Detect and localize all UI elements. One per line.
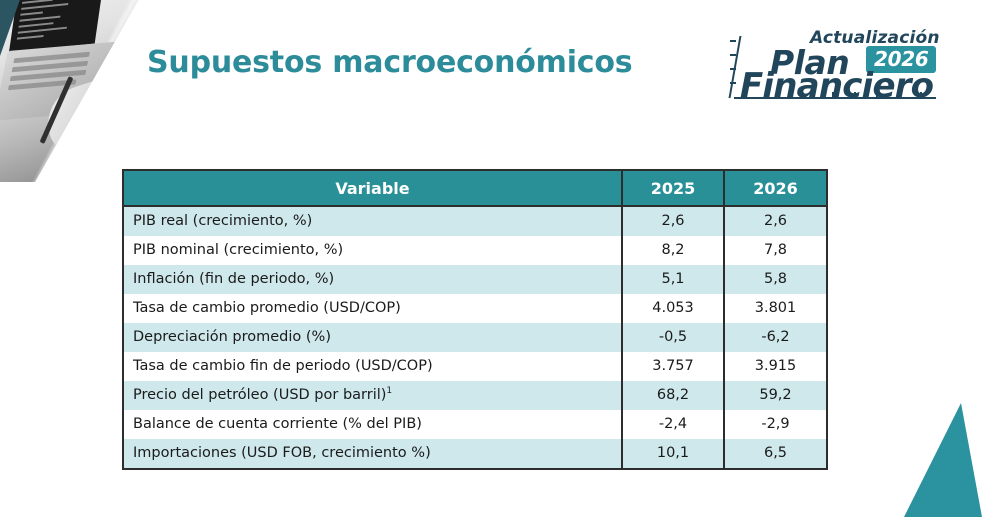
page-title: Supuestos macroeconómicos: [147, 45, 633, 80]
logo-badge-year: 2026: [866, 46, 937, 73]
cell-value-2026: 59,2: [723, 381, 827, 410]
cell-value-2025: 68,2: [621, 381, 724, 410]
cell-value-2026: 5,8: [723, 265, 827, 294]
cell-value-2026: 3.915: [723, 352, 827, 381]
cell-value-2025: 2,6: [621, 206, 724, 236]
cell-value-2025: 8,2: [621, 236, 724, 265]
logo-axis-ticks-icon: [734, 92, 936, 104]
table-row: Tasa de cambio promedio (USD/COP) 4.053 3.…: [123, 294, 827, 323]
column-header-2025: 2025: [621, 170, 724, 207]
corner-photo-decoration: [0, 0, 150, 182]
cell-value-2025: 10,1: [621, 439, 724, 469]
cell-value-2026: -2,9: [723, 410, 827, 439]
laptop-hands-photo: [0, 0, 142, 182]
column-header-2026: 2026: [723, 170, 827, 207]
cell-variable: Tasa de cambio fin de periodo (USD/COP): [123, 352, 622, 381]
logo-text-plan: Plan: [770, 43, 850, 82]
table-header: Variable 2025 2026: [123, 170, 827, 207]
table-header-row: Variable 2025 2026: [123, 170, 827, 207]
cell-value-2026: 7,8: [723, 236, 827, 265]
logo-axis-vticks-icon: [730, 36, 742, 98]
paper-graphic: [61, 112, 142, 176]
logo-axis-horizontal-icon: [734, 97, 936, 99]
table-row: Importaciones (USD FOB, crecimiento %) 10…: [123, 439, 827, 469]
table-row: Precio del petróleo (USD por barril)1 68,…: [123, 381, 827, 410]
table-row: Inflación (fin de periodo, %) 5,1 5,8: [123, 265, 827, 294]
column-header-variable: Variable: [123, 170, 622, 207]
cell-variable: Balance de cuenta corriente (% del PIB): [123, 410, 622, 439]
cell-variable: Tasa de cambio promedio (USD/COP): [123, 294, 622, 323]
corner-triangle-decoration: [904, 403, 982, 517]
plan-financiero-logo: Actualización Plan 2026 Financiero: [726, 26, 944, 110]
cell-value-2026: 2,6: [723, 206, 827, 236]
cell-variable: PIB real (crecimiento, %): [123, 206, 622, 236]
cell-variable: Precio del petróleo (USD por barril)1: [123, 381, 622, 410]
cell-variable: Importaciones (USD FOB, crecimiento %): [123, 439, 622, 469]
table-body: PIB real (crecimiento, %) 2,6 2,6 PIB nomin…: [123, 206, 827, 469]
cell-value-2026: 6,5: [723, 439, 827, 469]
cell-value-2025: -2,4: [621, 410, 724, 439]
logo-text-actualizacion: Actualización: [810, 28, 940, 48]
table-row: PIB real (crecimiento, %) 2,6 2,6: [123, 206, 827, 236]
cell-value-2026: -6,2: [723, 323, 827, 352]
table-row: Tasa de cambio fin de periodo (USD/COP) 3…: [123, 352, 827, 381]
table-row: Balance de cuenta corriente (% del PIB) -…: [123, 410, 827, 439]
cell-value-2025: 5,1: [621, 265, 724, 294]
cell-variable: Inflación (fin de periodo, %): [123, 265, 622, 294]
cell-value-2026: 3.801: [723, 294, 827, 323]
footnote-marker: 1: [386, 386, 393, 397]
cell-value-2025: 4.053: [621, 294, 724, 323]
table-row: Depreciación promedio (%) -0,5 -6,2: [123, 323, 827, 352]
table-row: PIB nominal (crecimiento, %) 8,2 7,8: [123, 236, 827, 265]
cell-value-2025: 3.757: [621, 352, 724, 381]
macro-assumptions-table: Variable 2025 2026 PIB real (crecimiento…: [122, 169, 828, 470]
cell-variable: Depreciación promedio (%): [123, 323, 622, 352]
cell-variable: PIB nominal (crecimiento, %): [123, 236, 622, 265]
logo-text-financiero: Financiero: [740, 66, 934, 106]
cell-value-2025: -0,5: [621, 323, 724, 352]
